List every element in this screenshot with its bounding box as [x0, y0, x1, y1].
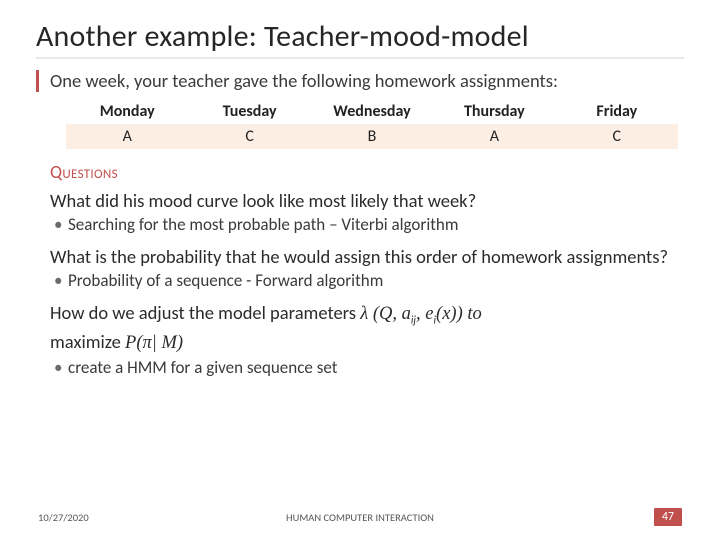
q3-l2-math: P(π| M): [125, 333, 183, 353]
q3-mid: , e: [416, 304, 433, 324]
col-wednesday: Wednesday: [311, 99, 433, 125]
question-3: How do we adjust the model parameters λ …: [50, 301, 684, 327]
q3-math: λ (Q, a: [360, 304, 411, 324]
accent-bar: [36, 70, 39, 92]
questions-block: Questions What did his mood curve look l…: [50, 161, 684, 378]
cell-thu: A: [433, 124, 555, 149]
table-header-row: Monday Tuesday Wednesday Thursday Friday: [66, 99, 678, 125]
answer-2: Probability of a sequence - Forward algo…: [68, 270, 684, 291]
footer-date: 10/27/2020: [38, 511, 89, 524]
cell-fri: C: [556, 124, 678, 149]
q3-post: (x)) to: [436, 304, 482, 324]
question-3-line2: maximize P(π| M): [50, 330, 684, 355]
col-tuesday: Tuesday: [188, 99, 310, 125]
q3-l2-pre: maximize: [50, 330, 125, 353]
footer-page: 47: [654, 508, 682, 526]
answer-3: create a HMM for a given sequence set: [68, 357, 684, 378]
answer-1: Searching for the most probable path – V…: [68, 214, 684, 235]
cell-mon: A: [66, 124, 188, 149]
question-2: What is the probability that he would as…: [50, 245, 684, 268]
title-rule: [36, 57, 684, 59]
cell-wed: B: [311, 124, 433, 149]
title-block: Another example: Teacher-mood-model: [36, 18, 684, 59]
footer-center: HUMAN COMPUTER INTERACTION: [286, 511, 434, 524]
table-row: A C B A C: [66, 124, 678, 149]
col-friday: Friday: [556, 99, 678, 125]
assignment-table: Monday Tuesday Wednesday Thursday Friday…: [66, 98, 678, 149]
col-thursday: Thursday: [433, 99, 555, 125]
question-1: What did his mood curve look like most l…: [50, 189, 684, 212]
intro-text: One week, your teacher gave the followin…: [50, 69, 684, 92]
questions-heading: Questions: [50, 161, 684, 183]
footer: 10/27/2020 HUMAN COMPUTER INTERACTION 47: [0, 508, 720, 526]
q3-pre: How do we adjust the model parameters: [50, 301, 360, 324]
col-monday: Monday: [66, 99, 188, 125]
cell-tue: C: [188, 124, 310, 149]
slide-title: Another example: Teacher-mood-model: [36, 18, 684, 55]
